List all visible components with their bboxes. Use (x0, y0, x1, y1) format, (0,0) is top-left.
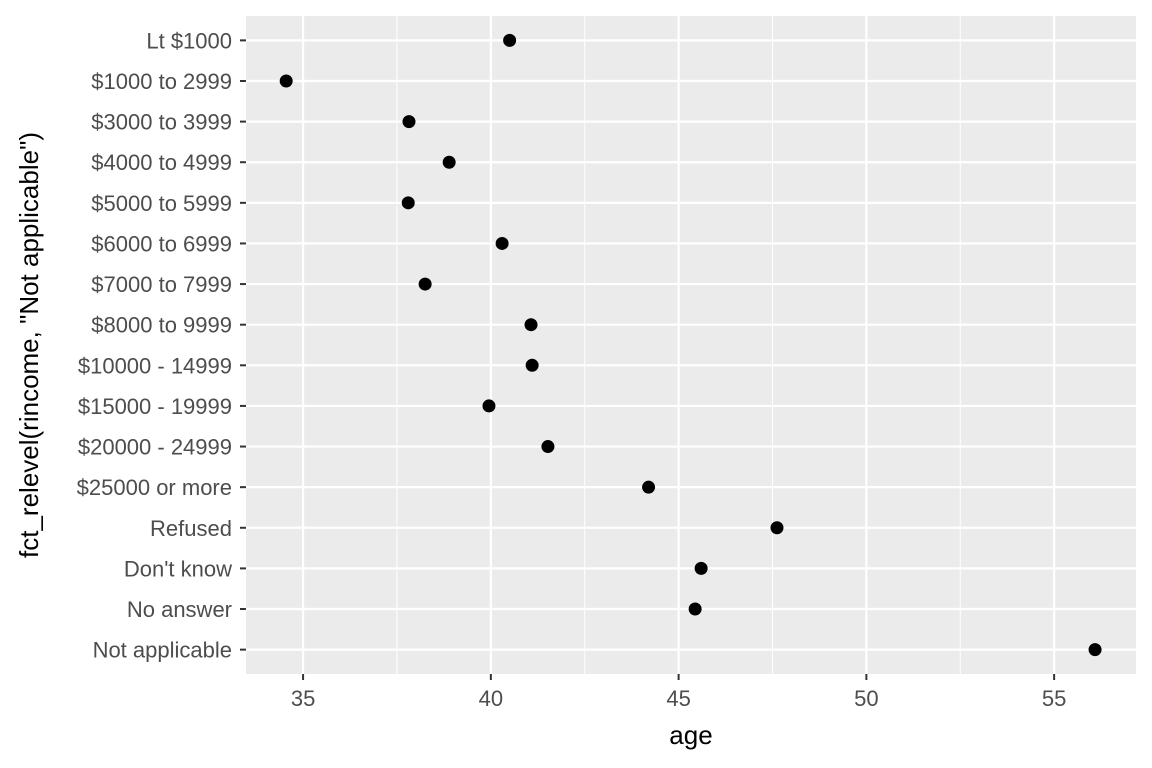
point (642, 480, 656, 494)
y-axis-title: fct_relevel(rincome, "Not applicable") (14, 132, 44, 558)
point (694, 561, 708, 575)
panel-background (246, 16, 1136, 674)
point (688, 602, 702, 616)
x-tick-label: 35 (291, 686, 315, 711)
point (1088, 643, 1102, 657)
y-tick-label: $5000 to 5999 (91, 191, 232, 216)
x-axis-title: age (669, 720, 712, 750)
point (401, 196, 415, 210)
point (770, 521, 784, 535)
point (482, 399, 496, 413)
point (541, 440, 555, 454)
point (418, 277, 432, 291)
x-tick-label: 40 (479, 686, 503, 711)
point (442, 155, 456, 169)
y-tick-label: No answer (127, 597, 232, 622)
y-tick-label: Don't know (124, 556, 232, 581)
point (524, 318, 538, 332)
y-tick-label: Lt $1000 (146, 28, 232, 53)
point (279, 74, 293, 88)
y-tick-label: $8000 to 9999 (91, 313, 232, 338)
point (525, 358, 539, 372)
y-tick-label: $6000 to 6999 (91, 231, 232, 256)
point (503, 33, 517, 47)
x-tick-label: 50 (854, 686, 878, 711)
y-tick-label: $7000 to 7999 (91, 272, 232, 297)
y-tick-label: Refused (150, 516, 232, 541)
x-tick-label: 55 (1042, 686, 1066, 711)
y-tick-label: Not applicable (93, 638, 232, 663)
y-tick-label: $15000 - 19999 (78, 394, 232, 419)
y-tick-label: $25000 or more (77, 475, 232, 500)
y-tick-label: $20000 - 24999 (78, 435, 232, 460)
y-tick-label: $10000 - 14999 (78, 353, 232, 378)
y-tick-label: $4000 to 4999 (91, 150, 232, 175)
y-tick-label: $3000 to 3999 (91, 110, 232, 135)
x-tick-label: 45 (666, 686, 690, 711)
point (495, 236, 509, 250)
y-tick-label: $1000 to 2999 (91, 69, 232, 94)
point (402, 115, 416, 129)
